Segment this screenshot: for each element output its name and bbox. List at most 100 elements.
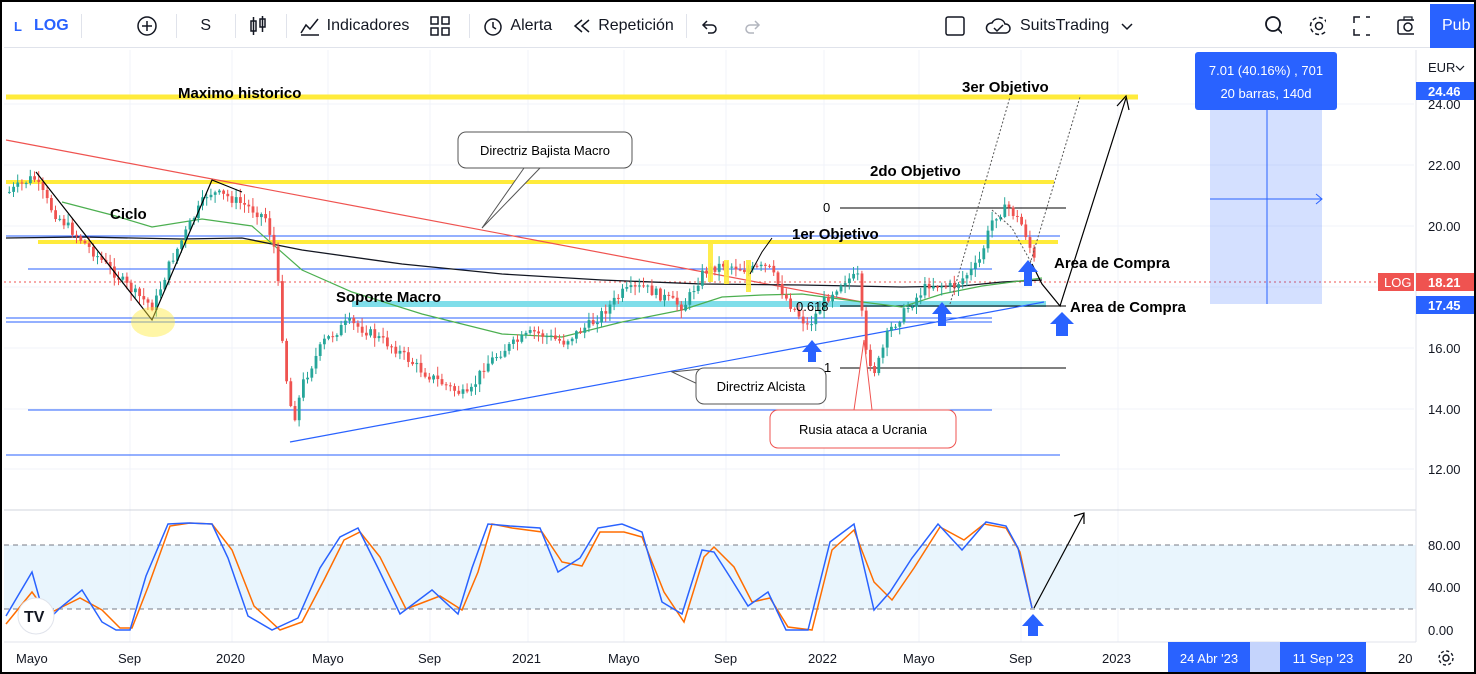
replay-label: Repetición <box>598 16 674 34</box>
candle-body <box>503 350 507 357</box>
candle-body <box>818 309 822 314</box>
candle-body <box>558 338 561 341</box>
replay-button[interactable]: Repetición <box>562 4 684 48</box>
cycle-zigzag[interactable] <box>35 171 243 322</box>
layouts-button[interactable] <box>419 4 467 48</box>
candle-body <box>835 291 839 295</box>
up-arrow-icon <box>1050 312 1074 336</box>
candle-body <box>491 357 494 364</box>
candle-body <box>810 324 813 326</box>
alert-button[interactable]: Alerta <box>472 4 562 48</box>
candle-body <box>470 386 473 392</box>
candle-body <box>713 266 717 272</box>
candle-body <box>356 323 360 327</box>
fullscreen-toggle[interactable] <box>934 4 982 48</box>
ma-black <box>5 236 1043 288</box>
candle-body <box>436 375 440 380</box>
candle-body <box>936 286 939 288</box>
candle-body <box>108 261 112 267</box>
redo-button[interactable] <box>733 4 777 48</box>
stoch-band <box>4 545 1416 609</box>
candle-body <box>440 379 444 385</box>
label-maximo-historico: Maximo historico <box>178 85 301 102</box>
candle-body <box>457 390 461 394</box>
candle-body <box>776 272 780 284</box>
candle-body <box>344 320 347 325</box>
publish-button[interactable]: Pub <box>1430 4 1474 48</box>
stochastic-pane[interactable] <box>4 521 1416 631</box>
callout-bajista-text: Directriz Bajista Macro <box>480 143 610 158</box>
indicators-button[interactable]: Indicadores <box>289 4 420 48</box>
candle-body <box>205 197 209 199</box>
cycle-low-highlight <box>131 307 175 337</box>
candle-body <box>831 294 834 302</box>
chart-type-button[interactable] <box>238 4 284 48</box>
candle-body <box>528 330 532 333</box>
up-arrow-icon <box>802 340 822 362</box>
price-axis[interactable]: EUR 24.00 22.00 20.00 16.00 14.00 12.00 … <box>1378 50 1474 642</box>
account-label: SuitsTrading <box>1020 16 1110 34</box>
osc-arrowhead <box>1073 512 1085 524</box>
price-tick-22: 22.00 <box>1428 158 1461 173</box>
candle-body <box>1003 204 1007 217</box>
candle-body <box>449 385 452 387</box>
candle-body <box>768 265 771 267</box>
candle-body <box>142 296 146 300</box>
candle-body <box>755 265 759 267</box>
candle-body <box>474 384 477 387</box>
symbol-search[interactable]: L LOG <box>4 4 79 48</box>
candle-body <box>734 266 738 270</box>
axis-settings-gear-icon[interactable] <box>1438 650 1454 666</box>
candle-body <box>852 273 855 279</box>
candle-body <box>944 286 948 288</box>
candle-body <box>20 182 24 184</box>
interval-button[interactable]: S <box>200 16 211 34</box>
candle-body <box>608 304 612 314</box>
candle-body <box>894 326 897 328</box>
label-ciclo: Ciclo <box>110 206 147 223</box>
expand-button[interactable] <box>1342 4 1386 48</box>
candle-body <box>33 176 36 180</box>
candle-body <box>671 295 675 298</box>
undo-button[interactable] <box>689 4 733 48</box>
tradingview-badge-icon[interactable]: TV <box>17 597 55 635</box>
callout-rusia[interactable]: Rusia ataca a Ucrania <box>769 339 957 449</box>
osc-arrow[interactable] <box>1033 513 1085 609</box>
camera-icon <box>1397 16 1414 35</box>
candle-body <box>549 335 553 337</box>
settings-button[interactable] <box>1298 4 1342 48</box>
callout-directriz-bajista[interactable]: Directriz Bajista Macro <box>457 131 633 229</box>
last-price-text: 18.21 <box>1428 275 1461 290</box>
projection-arrowhead <box>1116 94 1130 111</box>
square-icon <box>945 15 965 36</box>
date-price-range[interactable]: 7.01 (40.16%) , 701 20 barras, 140d <box>1195 52 1337 304</box>
osc-tick-40: 40.00 <box>1428 580 1461 595</box>
time-axis[interactable]: Mayo Sep 2020 Mayo Sep 2021 Mayo Sep 202… <box>4 641 1474 672</box>
candle-body <box>428 376 431 380</box>
candle-body <box>264 214 267 219</box>
stoch-d-line <box>5 522 1033 631</box>
account-button[interactable]: SuitsTrading <box>974 4 1153 48</box>
projection-dotted-2[interactable] <box>1029 96 1081 265</box>
bullish-trendline[interactable] <box>289 301 1045 443</box>
candle-body <box>600 311 603 323</box>
svg-text:L: L <box>14 19 22 33</box>
rebound-line[interactable] <box>749 237 773 275</box>
candle-body <box>890 326 893 331</box>
symbol-label: LOG <box>34 16 69 34</box>
compare-button[interactable] <box>126 4 174 48</box>
candle-body <box>155 295 158 311</box>
candle-body <box>281 281 284 341</box>
candle-body <box>881 347 885 358</box>
snapshot-button[interactable] <box>1386 4 1430 48</box>
currency-label[interactable]: EUR <box>1428 60 1455 75</box>
search-button[interactable] <box>1254 4 1298 48</box>
projection-arrow[interactable] <box>1031 97 1127 308</box>
candle-body <box>12 186 15 192</box>
candle-body <box>596 322 599 325</box>
candle-body <box>722 263 725 267</box>
callout-directriz-alcista[interactable]: Directriz Alcista <box>670 367 827 405</box>
projection-dotted-3[interactable] <box>991 209 1033 265</box>
